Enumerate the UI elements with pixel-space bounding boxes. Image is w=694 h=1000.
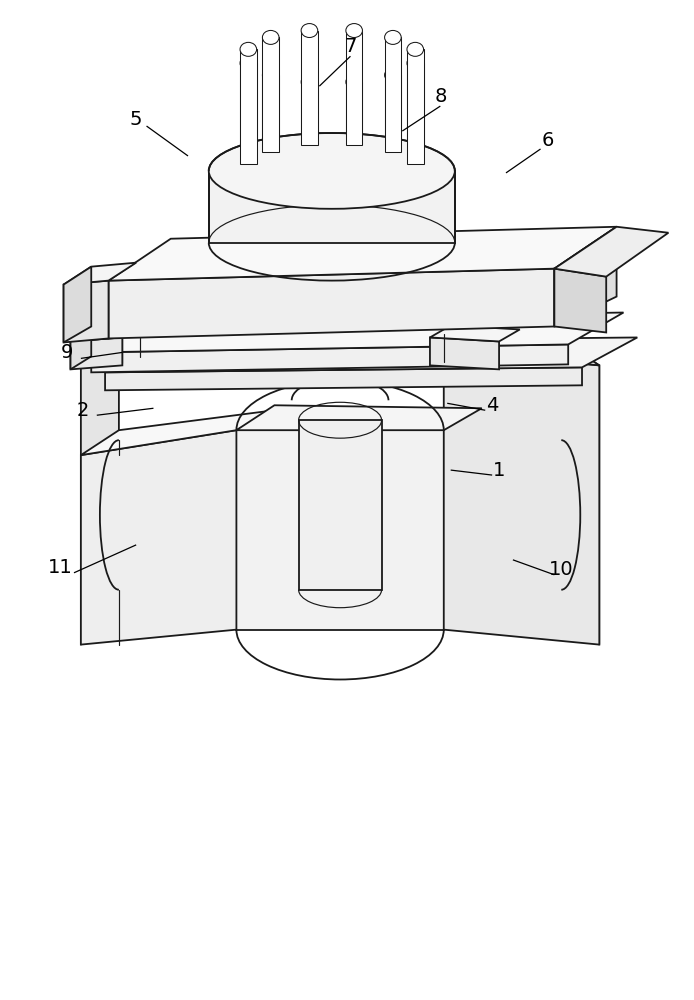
Polygon shape — [407, 49, 423, 164]
Text: 1: 1 — [493, 461, 505, 480]
Ellipse shape — [240, 42, 257, 56]
Ellipse shape — [301, 75, 318, 89]
Polygon shape — [262, 75, 279, 190]
Ellipse shape — [346, 75, 362, 89]
Ellipse shape — [407, 42, 423, 56]
Text: 9: 9 — [61, 343, 74, 362]
Text: 6: 6 — [541, 131, 554, 150]
Polygon shape — [555, 227, 668, 277]
Polygon shape — [443, 350, 600, 645]
Polygon shape — [71, 337, 122, 369]
Ellipse shape — [262, 30, 279, 44]
Polygon shape — [384, 75, 401, 190]
Polygon shape — [555, 269, 606, 332]
Polygon shape — [301, 31, 318, 145]
Text: 5: 5 — [130, 110, 142, 129]
Polygon shape — [64, 267, 91, 342]
Polygon shape — [71, 324, 143, 341]
Polygon shape — [237, 430, 443, 630]
Polygon shape — [298, 420, 382, 590]
Ellipse shape — [384, 30, 401, 44]
Ellipse shape — [262, 68, 279, 82]
Text: 11: 11 — [48, 558, 72, 577]
Text: 10: 10 — [549, 560, 574, 579]
Ellipse shape — [240, 56, 257, 70]
Polygon shape — [346, 31, 362, 145]
Polygon shape — [237, 405, 482, 430]
Ellipse shape — [407, 56, 423, 70]
Polygon shape — [81, 410, 274, 455]
Polygon shape — [430, 337, 499, 369]
Text: 8: 8 — [434, 87, 446, 106]
Ellipse shape — [301, 24, 318, 38]
Polygon shape — [209, 171, 455, 243]
Polygon shape — [81, 340, 119, 645]
Polygon shape — [240, 63, 257, 178]
Polygon shape — [105, 367, 582, 390]
Polygon shape — [346, 82, 362, 197]
Polygon shape — [430, 325, 520, 341]
Ellipse shape — [209, 133, 455, 209]
Text: 7: 7 — [344, 37, 357, 56]
Ellipse shape — [384, 68, 401, 82]
Text: 2: 2 — [77, 401, 89, 420]
Polygon shape — [384, 37, 401, 152]
Polygon shape — [91, 313, 623, 352]
Polygon shape — [262, 37, 279, 152]
Polygon shape — [443, 325, 600, 365]
Polygon shape — [301, 82, 318, 197]
Polygon shape — [561, 340, 600, 645]
Polygon shape — [108, 227, 616, 281]
Polygon shape — [64, 263, 136, 285]
Polygon shape — [108, 269, 555, 338]
Polygon shape — [105, 337, 637, 372]
Polygon shape — [81, 430, 237, 645]
Polygon shape — [555, 227, 616, 326]
Ellipse shape — [346, 24, 362, 38]
Text: 4: 4 — [486, 396, 498, 415]
Polygon shape — [240, 49, 257, 164]
Polygon shape — [64, 281, 108, 342]
Polygon shape — [91, 344, 568, 372]
Polygon shape — [71, 328, 91, 369]
Polygon shape — [407, 63, 423, 178]
